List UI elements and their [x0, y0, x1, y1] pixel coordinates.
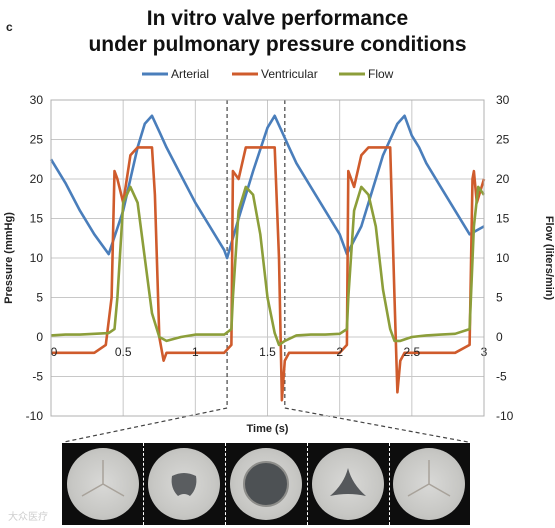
- y-tick-label-left: 20: [30, 172, 44, 186]
- valve-image-closing: [311, 448, 384, 520]
- y-tick-label-left: 0: [36, 330, 43, 344]
- strip-separator: [307, 443, 308, 525]
- y-tick-label-left: 25: [30, 133, 44, 147]
- x-tick-label: 1.5: [259, 345, 276, 359]
- x-axis-title: Time (s): [247, 423, 289, 435]
- series-lines: [49, 114, 486, 402]
- valve-image-open: [229, 448, 302, 520]
- annotation-lines: [63, 100, 469, 443]
- x-tick-label: 2: [336, 345, 343, 359]
- y-axis-left-title: Pressure (mmHg): [3, 212, 15, 304]
- y-axis-right-title: Flow (liters/min): [543, 216, 555, 301]
- x-tick-label: 0: [51, 345, 58, 359]
- panel-letter: c: [6, 20, 13, 34]
- y-tick-label-right: 20: [496, 172, 510, 186]
- strip-separator: [143, 443, 144, 525]
- annotation-line-diag-right: [284, 407, 469, 443]
- y-tick-label-left: 30: [30, 93, 44, 107]
- annotation-line-diag-left: [63, 407, 228, 443]
- chart-title: In vitro valve performance under pulmona…: [0, 6, 555, 58]
- series-line-ventricular: [51, 146, 486, 402]
- y-tick-label-right: 15: [496, 212, 510, 226]
- y-tick-label-right: 0: [496, 330, 503, 344]
- strip-separator: [225, 443, 226, 525]
- y-tick-label-right: 30: [496, 93, 510, 107]
- chart-title-line-2: under pulmonary pressure conditions: [88, 33, 467, 56]
- chart-title-line-1: In vitro valve performance: [146, 7, 409, 30]
- y-tick-label-left: -10: [26, 409, 44, 423]
- valve-image-closed-1: [66, 448, 139, 520]
- x-tick-label: 2.5: [403, 345, 420, 359]
- y-tick-label-left: 15: [30, 212, 44, 226]
- x-tick-label: 0.5: [115, 345, 132, 359]
- y-tick-label-right: 10: [496, 251, 510, 265]
- y-tick-label-right: -5: [496, 370, 507, 384]
- legend-label-flow: Flow: [368, 67, 394, 81]
- legend: Arterial Ventricular Flow: [142, 67, 394, 81]
- y-tick-label-left: -5: [32, 370, 43, 384]
- strip-separator: [389, 443, 390, 525]
- valve-image-opening: [148, 448, 221, 520]
- y-tick-label-right: 25: [496, 133, 510, 147]
- y-tick-label-right: -10: [496, 409, 514, 423]
- legend-label-arterial: Arterial: [171, 67, 209, 81]
- x-tick-label: 1: [192, 345, 199, 359]
- valve-image-closed-2: [393, 448, 466, 520]
- valve-image-strip: [62, 443, 470, 525]
- watermark: 大众医疗: [8, 512, 48, 523]
- series-line-flow: [50, 185, 486, 347]
- legend-label-ventricular: Ventricular: [261, 67, 318, 81]
- y-tick-label-right: 5: [496, 291, 503, 305]
- series-line-arterial: [49, 114, 485, 260]
- y-tick-label-left: 10: [30, 251, 44, 265]
- y-tick-label-left: 5: [36, 291, 43, 305]
- plot-frame: [50, 99, 485, 417]
